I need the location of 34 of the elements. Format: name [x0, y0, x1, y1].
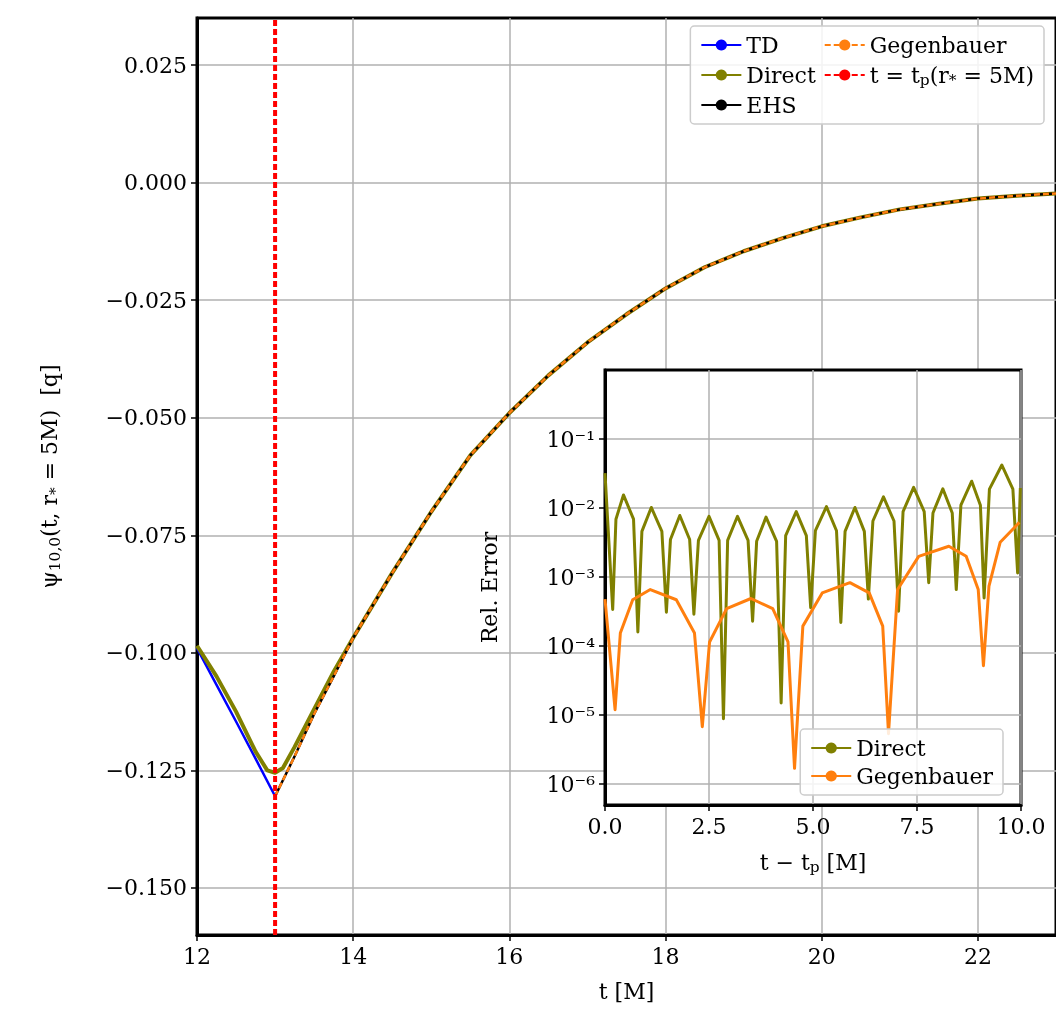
x-axis-title: t [M]	[598, 978, 655, 1004]
y-tick-label: 0.000	[124, 170, 187, 196]
x-tick-label: 18	[651, 943, 680, 969]
legend-label: Gegenbauer	[869, 32, 1007, 58]
x-tick-label: 5.0	[795, 813, 831, 839]
y-tick-label: −0.050	[105, 405, 187, 431]
y-tick-label: 10⁻⁴	[546, 633, 596, 659]
y-axis-title: Rel. Error	[476, 531, 502, 644]
y-tick-label: −0.100	[105, 640, 187, 666]
legend-label: Gegenbauer	[856, 763, 994, 789]
x-tick-label: 12	[183, 943, 211, 969]
x-tick-label: 14	[339, 943, 368, 969]
y-tick-label: −0.075	[105, 522, 187, 548]
y-tick-label: 10⁻³	[546, 564, 595, 590]
x-tick-label: 20	[807, 943, 836, 969]
x-tick-label: 0.0	[587, 813, 623, 839]
y-tick-label: −0.150	[105, 875, 187, 901]
x-tick-label: 7.5	[899, 813, 935, 839]
legend-label: Direct	[856, 735, 926, 761]
legend-label: TD	[746, 32, 779, 58]
y-tick-label: −0.025	[105, 287, 187, 313]
y-tick-label: 10⁻¹	[546, 426, 595, 452]
y-tick-label: −0.125	[105, 757, 187, 783]
y-tick-label: 10⁻⁶	[546, 771, 596, 797]
x-tick-label: 2.5	[691, 813, 727, 839]
x-tick-label: 16	[495, 943, 524, 969]
x-tick-label: 22	[963, 943, 992, 969]
legend-label: EHS	[746, 92, 797, 118]
y-tick-label: 0.025	[124, 52, 187, 78]
legend-label: Direct	[746, 62, 816, 88]
y-tick-label: 10⁻²	[546, 495, 595, 521]
y-tick-label: 10⁻⁵	[546, 702, 595, 728]
y-axis-title: ψ10,0(t, r* = 5M) [q]	[37, 364, 64, 589]
x-tick-label: 10.0	[996, 813, 1046, 839]
